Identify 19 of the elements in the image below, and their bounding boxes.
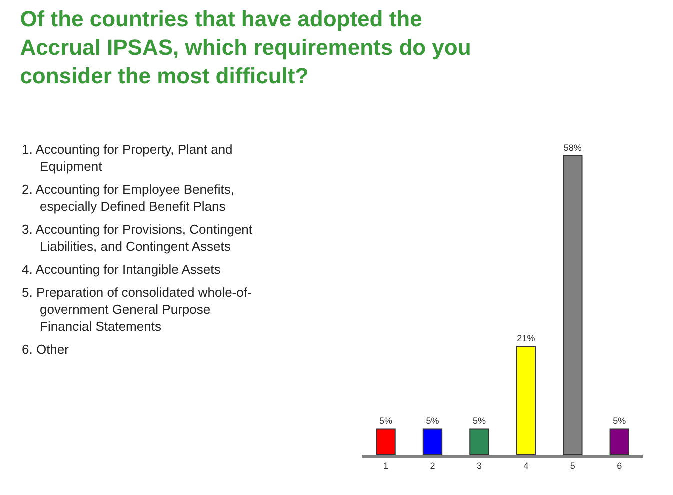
text: 5. Preparation of consolidated whole-of-government General Purpose Financial Statements bbox=[22, 285, 252, 334]
x-tick-label: 4 bbox=[524, 460, 529, 471]
x-tick-label: 1 bbox=[384, 460, 389, 471]
text: 3. Accounting for Provisions, Contingent Liabilities, and Contingent Assets bbox=[22, 222, 253, 254]
data-label: 5% bbox=[426, 416, 440, 426]
text: 2. Accounting for Employee Benefits, especially Defined Benefit Plans bbox=[22, 182, 234, 214]
x-tick-label: 3 bbox=[476, 460, 482, 471]
x-tick-label: 2 bbox=[430, 460, 436, 471]
chart-title: Of the countries that have adopted the Accrual IPSAS, which requirements do you consider the most difficult? bbox=[20, 6, 472, 89]
data-label: 21% bbox=[517, 334, 536, 344]
text: 1. Accounting for Property, Plant and Equipment bbox=[22, 142, 233, 174]
text: 6. Other bbox=[22, 342, 70, 357]
x-tick-label: 6 bbox=[617, 460, 622, 471]
data-label: 5% bbox=[472, 416, 486, 426]
text: 4. Accounting for Intangible Assets bbox=[22, 262, 222, 277]
data-label: 58% bbox=[564, 142, 582, 153]
x-tick-label: 5 bbox=[570, 460, 576, 471]
data-label: 5% bbox=[613, 416, 626, 426]
data-label: 5% bbox=[380, 416, 393, 426]
